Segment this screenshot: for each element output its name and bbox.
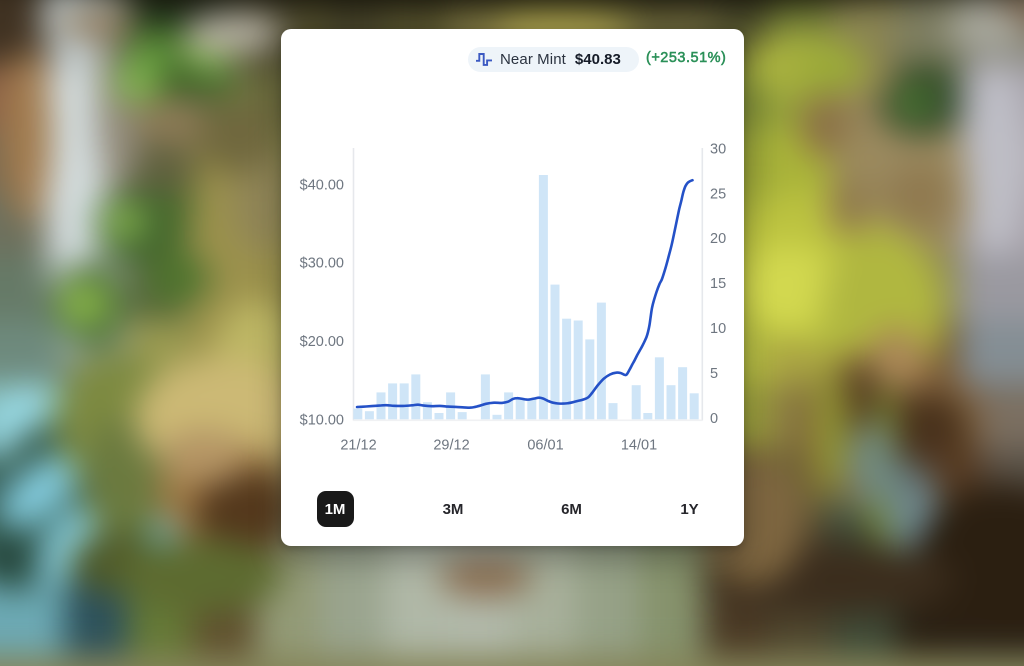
- svg-text:06/01: 06/01: [527, 438, 563, 454]
- svg-text:0: 0: [710, 411, 718, 427]
- svg-text:10: 10: [710, 321, 726, 337]
- svg-text:25: 25: [710, 186, 726, 202]
- svg-text:21/12: 21/12: [340, 438, 376, 454]
- svg-text:5: 5: [710, 366, 718, 382]
- svg-text:14/01: 14/01: [621, 438, 657, 454]
- svg-text:$20.00: $20.00: [300, 334, 344, 350]
- svg-text:$40.00: $40.00: [300, 177, 344, 193]
- svg-text:15: 15: [710, 276, 726, 292]
- svg-text:20: 20: [710, 231, 726, 247]
- svg-text:29/12: 29/12: [433, 438, 469, 454]
- svg-text:$10.00: $10.00: [300, 412, 344, 428]
- svg-text:$30.00: $30.00: [300, 256, 344, 272]
- svg-text:30: 30: [710, 141, 726, 157]
